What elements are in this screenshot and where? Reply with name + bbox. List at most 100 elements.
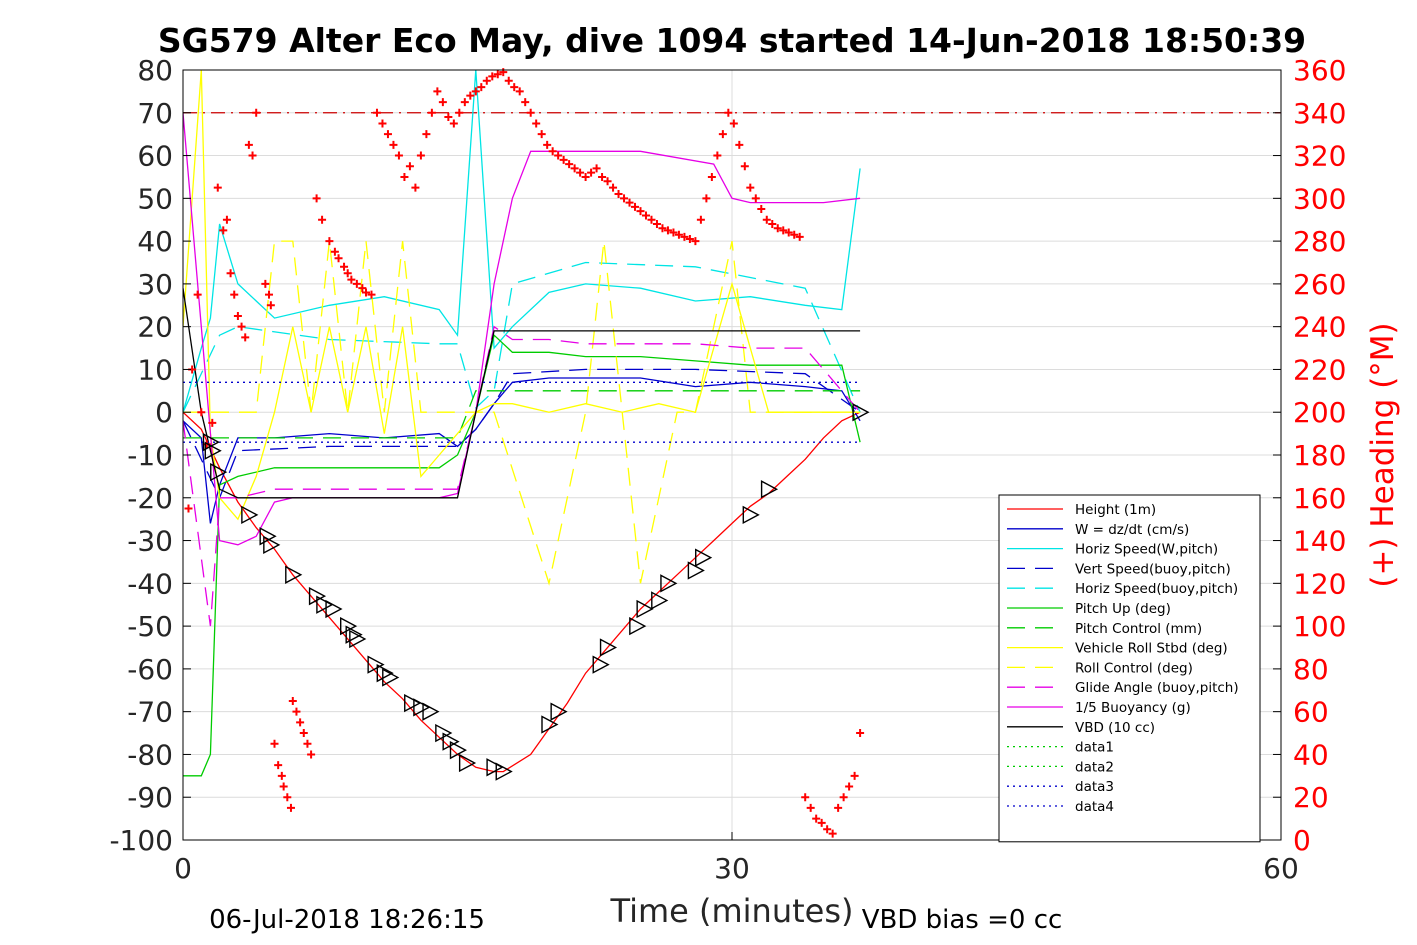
y-tick-label: -50 [127, 610, 173, 643]
gps-triangle-marker [210, 462, 228, 482]
chart-title: SG579 Alter Eco May, dive 1094 started 1… [158, 21, 1306, 60]
gps-triangle-marker [241, 505, 259, 525]
heading-point [691, 237, 700, 246]
x-tick-label: 60 [1263, 852, 1299, 885]
heading-point [488, 72, 497, 81]
heading-point [208, 418, 217, 427]
y-right-tick-label: 100 [1293, 610, 1346, 643]
heading-point [845, 782, 854, 791]
heading-point [499, 68, 508, 77]
heading-point [669, 228, 678, 237]
heading-point [358, 284, 367, 293]
heading-point [466, 91, 475, 100]
gps-triangle-marker [760, 480, 779, 499]
heading-point [658, 224, 667, 233]
gps-triangle-marker [404, 693, 422, 713]
heading-point [740, 162, 749, 171]
series-line-6 [183, 390, 861, 439]
gps-triangle-marker [263, 535, 281, 554]
heading-point [460, 98, 469, 107]
series-line-7 [183, 70, 861, 521]
heading-point [266, 301, 275, 310]
heading-point [270, 739, 279, 748]
heading-point [334, 254, 343, 263]
heading-point [193, 290, 202, 299]
heading-point [325, 237, 334, 246]
heading-point [283, 793, 292, 802]
heading-point [603, 177, 612, 186]
heading-point [647, 215, 656, 224]
heading-point [856, 729, 865, 738]
heading-point [482, 76, 491, 85]
heading-point [378, 119, 387, 128]
y-right-tick-label: 320 [1293, 140, 1346, 173]
y-tick-label: 40 [137, 225, 173, 258]
heading-point [587, 168, 596, 177]
heading-point [554, 151, 563, 160]
gps-triangle-marker [636, 599, 654, 619]
y-tick-label: -40 [127, 567, 173, 600]
gps-triangle-marker [651, 591, 669, 610]
y-right-tick-label: 20 [1293, 781, 1329, 814]
heading-point [312, 194, 321, 203]
heading-point [768, 220, 777, 228]
legend-label: Roll Control (deg) [1075, 660, 1193, 676]
gps-triangle-marker [382, 668, 400, 687]
heading-point [340, 262, 349, 271]
heading-point [389, 140, 398, 149]
heading-point [521, 98, 530, 107]
heading-point [400, 172, 409, 181]
heading-point [213, 183, 222, 192]
heading-point [411, 183, 420, 192]
right-axis-label: (+) Heading (°M) [1365, 322, 1401, 587]
heading-point [526, 108, 535, 117]
heading-point [226, 269, 235, 278]
y-tick-label: -90 [127, 781, 173, 814]
legend-label: W = dz/dt (cm/s) [1075, 522, 1189, 538]
heading-point [427, 108, 436, 117]
heading-point [394, 151, 403, 160]
series-line-2 [183, 70, 861, 413]
y-tick-label: 10 [137, 353, 173, 386]
heading-point [248, 151, 257, 160]
y-tick-label: 60 [137, 140, 173, 173]
gps-triangle-marker [687, 561, 705, 580]
heading-point [383, 130, 392, 139]
heading-point [303, 739, 312, 748]
heading-point [230, 290, 239, 299]
heading-point [790, 230, 799, 239]
legend-box [998, 494, 1261, 843]
heading-point [286, 803, 295, 812]
heading-point [237, 322, 246, 331]
gps-triangle-marker [695, 548, 713, 567]
legend-label: Vehicle Roll Stbd (deg) [1075, 641, 1228, 657]
y-right-tick-label: 40 [1293, 738, 1329, 771]
heading-point [636, 207, 645, 216]
heading-point [801, 793, 810, 802]
heading-point [449, 119, 458, 128]
heading-point [510, 83, 519, 92]
gps-triangle-marker [629, 616, 647, 636]
heading-point [795, 232, 804, 241]
footer-timestamp: 06-Jul-2018 18:26:15 [209, 905, 485, 935]
gps-triangle-marker [367, 655, 385, 674]
heading-point [559, 155, 568, 164]
y-tick-label: -80 [127, 738, 173, 771]
heading-point [565, 160, 574, 169]
heading-point [806, 803, 815, 812]
gps-triangle-marker [592, 655, 610, 674]
y-right-tick-label: 180 [1293, 439, 1346, 472]
y-right-tick-label: 260 [1293, 268, 1346, 301]
heading-point [296, 718, 305, 727]
heading-point [592, 164, 601, 173]
legend-label: Horiz Speed(buoy,pitch) [1075, 581, 1238, 597]
axes: 80706050403020100-10-20-30-40-50-60-70-8… [109, 54, 1346, 885]
heading-point [631, 202, 640, 211]
heading-point [197, 408, 206, 417]
heading-point [834, 803, 843, 812]
y-right-tick-label: 340 [1293, 97, 1346, 130]
gps-triangle-marker [541, 715, 559, 734]
y-tick-label: 0 [155, 396, 173, 429]
gps-triangle-marker [413, 698, 431, 717]
